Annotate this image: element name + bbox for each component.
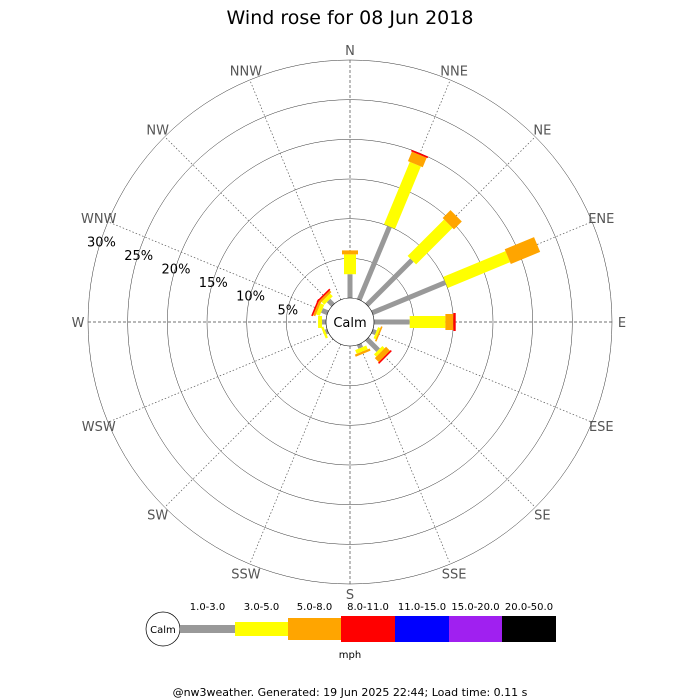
wind-bars — [311, 149, 541, 364]
bar-ne-3.0-5.0 — [407, 219, 453, 265]
ring-20pct — [167, 139, 533, 505]
ring-15pct — [206, 178, 494, 466]
spoke-nnw — [249, 79, 342, 300]
ring-label-30: 30% — [87, 235, 116, 250]
direction-label-nw: NW — [146, 124, 169, 139]
bar-ne-5.0-8.0 — [442, 210, 462, 230]
unit-label: mph — [339, 650, 361, 661]
spoke-se — [366, 338, 536, 508]
bar-wnw-8.0-11.0 — [311, 299, 320, 317]
chart-title: Wind rose for 08 Jun 2018 — [227, 7, 474, 29]
spoke-wsw — [107, 330, 328, 423]
legend-swatch-1.0-3.0 — [180, 625, 235, 633]
calm-label: Calm — [333, 316, 366, 331]
legend-swatch-11.0-15.0 — [395, 616, 449, 642]
direction-label-sse: SSE — [442, 567, 467, 582]
ring-label-5: 5% — [277, 303, 298, 318]
direction-label-e: E — [618, 316, 626, 331]
bar-ese-5.0-8.0 — [374, 326, 383, 342]
direction-label-s: S — [346, 588, 354, 603]
bar-ene-3.0-5.0 — [443, 251, 511, 288]
legend-label-11.0-15.0: 11.0-15.0 — [398, 602, 446, 613]
spoke-nw — [164, 136, 334, 306]
legend-label-5.0-8.0: 5.0-8.0 — [297, 602, 332, 613]
bar-sse-1.0-3.0 — [356, 343, 364, 349]
bar-ene-1.0-3.0 — [371, 280, 447, 316]
bar-nne-1.0-3.0 — [356, 225, 392, 301]
bar-nw-1.0-3.0 — [326, 298, 335, 307]
direction-label-se: SE — [534, 508, 550, 523]
direction-label-nnw: NNW — [230, 65, 262, 80]
direction-labels: N NNE NE ENE E ESE SE SSE S SSW SW WSW W WNW NW NNW — [72, 44, 627, 603]
legend-label-20.0-50.0: 20.0-50.0 — [505, 602, 553, 613]
percentage-labels: 5% 10% 15% 20% 25% 30% — [87, 235, 298, 318]
legend-calm-label: Calm — [150, 625, 176, 636]
legend-label-8.0-11.0: 8.0-11.0 — [347, 602, 389, 613]
ring-label-10: 10% — [236, 290, 265, 305]
direction-label-wnw: WNW — [81, 212, 117, 227]
bar-nne-8.0-11.0 — [410, 149, 429, 159]
spoke-sw — [164, 338, 334, 508]
spoke-wnw — [107, 221, 328, 314]
direction-label-nne: NNE — [440, 65, 468, 80]
legend-swatch-3.0-5.0 — [235, 622, 288, 636]
bar-nne-3.0-5.0 — [384, 161, 421, 229]
direction-label-wsw: WSW — [82, 420, 116, 435]
bar-sse-3.0-5.0 — [355, 345, 368, 354]
direction-label-w: W — [72, 316, 85, 331]
spoke-ssw — [249, 344, 342, 565]
legend-swatch-15.0-20.0 — [449, 616, 502, 642]
bar-se-8.0-11.0 — [377, 349, 392, 364]
legend-swatch-20.0-50.0 — [502, 616, 556, 642]
legend-label-3.0-5.0: 3.0-5.0 — [244, 602, 279, 613]
bar-nw-5.0-8.0 — [318, 290, 332, 304]
direction-label-ne: NE — [533, 124, 551, 139]
calm-circle: Calm — [325, 297, 375, 347]
ring-label-20: 20% — [162, 263, 191, 278]
direction-label-ene: ENE — [588, 212, 614, 227]
bar-wnw-3.0-5.0 — [316, 303, 325, 316]
bar-ne-1.0-3.0 — [365, 258, 414, 307]
direction-label-n: N — [345, 44, 355, 59]
bar-se-5.0-8.0 — [374, 346, 391, 363]
bar-se-1.0-3.0 — [365, 337, 380, 352]
bar-se-3.0-5.0 — [373, 345, 385, 357]
bar-wsw-3.0-5.0 — [321, 326, 328, 339]
bar-wnw-1.0-3.0 — [321, 308, 329, 316]
bar-ese-1.0-3.0 — [371, 328, 377, 336]
spoke-sse — [358, 344, 451, 565]
bar-nw-8.0-11.0 — [316, 288, 331, 303]
spoke-ese — [372, 330, 593, 423]
ring-label-25: 25% — [124, 249, 153, 264]
bar-sse-5.0-8.0 — [354, 348, 371, 357]
speed-legend: Calm 1.0-3.0 3.0-5.0 5.0-8.0 8.0-11.0 11.0-15… — [145, 602, 556, 647]
ring-label-15: 15% — [199, 276, 228, 291]
bar-wsw-1.0-3.0 — [324, 328, 329, 335]
legend-swatch-5.0-8.0 — [288, 618, 341, 640]
ring-25pct — [127, 99, 573, 545]
legend-label-1.0-3.0: 1.0-3.0 — [190, 602, 225, 613]
footer-text: @nw3weather. Generated: 19 Jun 2025 22:4… — [173, 686, 528, 699]
legend-label-15.0-20.0: 15.0-20.0 — [451, 602, 499, 613]
bar-wnw-5.0-8.0 — [313, 300, 322, 317]
direction-label-ese: ESE — [589, 420, 614, 435]
bar-nw-3.0-5.0 — [321, 293, 333, 305]
legend-swatch-8.0-11.0 — [341, 616, 395, 642]
bar-nne-5.0-8.0 — [407, 151, 427, 168]
direction-label-sw: SW — [147, 508, 168, 523]
bar-ene-5.0-8.0 — [504, 237, 541, 265]
bar-ese-3.0-5.0 — [373, 327, 381, 340]
direction-label-ssw: SSW — [231, 567, 261, 582]
